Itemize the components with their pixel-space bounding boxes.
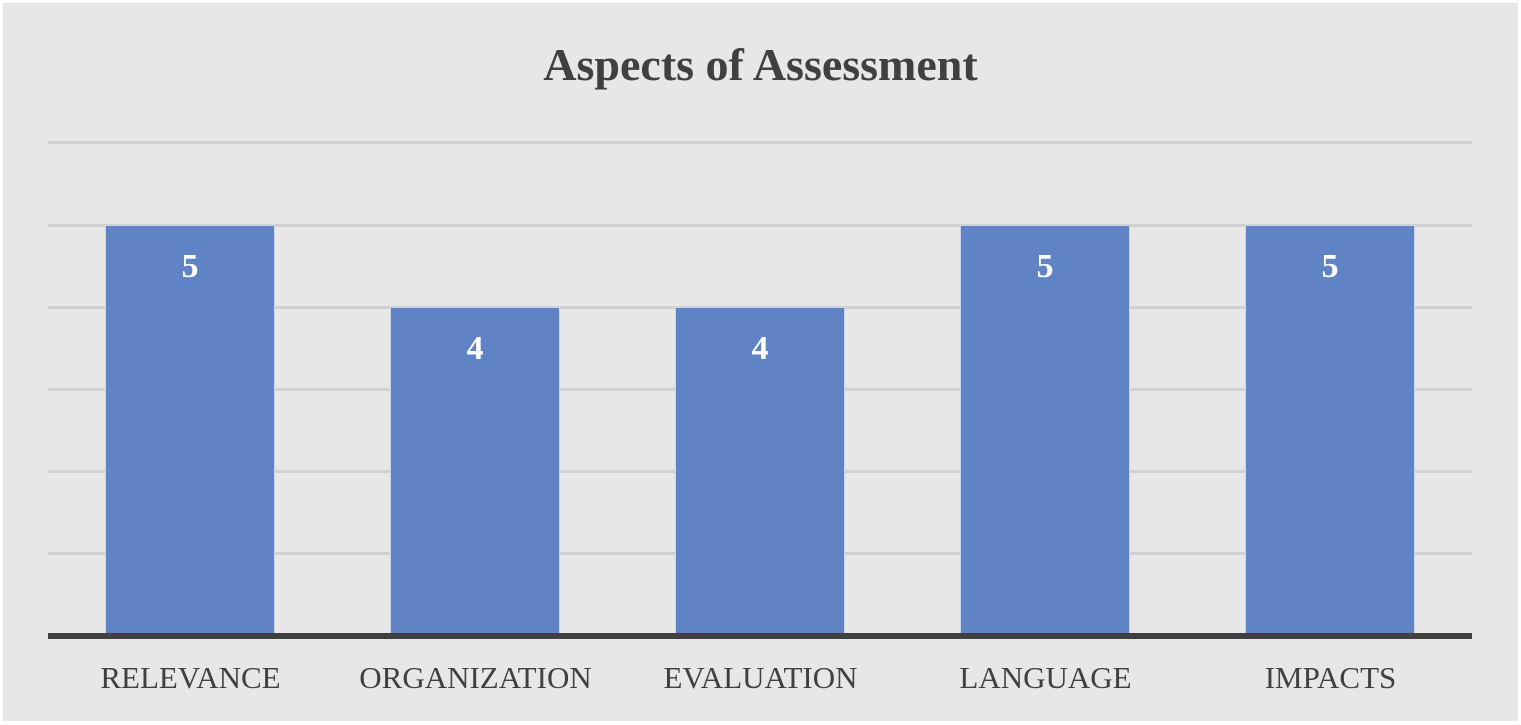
x-tick-label: RELEVANCE (100, 660, 281, 695)
gridline-5 (48, 224, 1472, 227)
data-label: 5 (181, 248, 199, 285)
bar-organization (390, 307, 560, 634)
x-tick-label: IMPACTS (1264, 660, 1397, 695)
bar-relevance (105, 225, 275, 634)
x-axis-line (48, 633, 1472, 639)
gridline-6 (48, 141, 1472, 144)
chart-title: Aspects of Assessment (543, 39, 978, 90)
bar-impacts (1245, 225, 1415, 634)
bar-language (960, 225, 1130, 634)
data-label: 4 (751, 330, 769, 367)
x-tick-label: EVALUATION (663, 660, 858, 695)
x-tick-label: ORGANIZATION (359, 660, 592, 695)
data-label: 5 (1321, 248, 1339, 285)
data-label: 5 (1036, 248, 1054, 285)
data-label: 4 (466, 330, 484, 367)
bar-evaluation (675, 307, 845, 634)
x-tick-label: LANGUAGE (959, 660, 1132, 695)
